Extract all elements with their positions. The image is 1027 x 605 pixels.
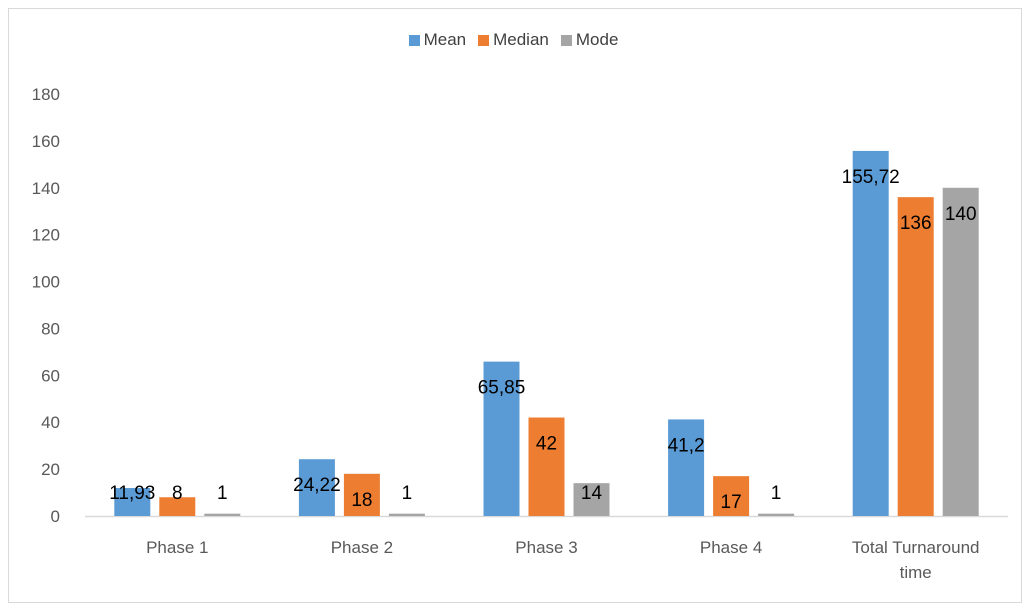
bar-mode bbox=[388, 513, 425, 516]
data-label: 155,72 bbox=[842, 167, 900, 188]
data-label: 140 bbox=[945, 204, 977, 225]
bar-mode bbox=[758, 513, 795, 516]
x-tick-label: Phase 1 bbox=[146, 538, 208, 557]
legend-item-mean: Mean bbox=[408, 30, 467, 50]
data-label: 17 bbox=[721, 492, 742, 513]
y-tick-label: 180 bbox=[32, 85, 60, 104]
data-label: 11,93 bbox=[109, 483, 155, 504]
y-tick-label: 140 bbox=[32, 179, 60, 198]
bar-mean bbox=[114, 488, 151, 516]
data-label: 8 bbox=[172, 483, 183, 504]
data-label: 1 bbox=[217, 483, 228, 504]
data-label: 18 bbox=[351, 490, 372, 511]
y-tick-label: 40 bbox=[41, 413, 60, 432]
bar-median bbox=[343, 473, 380, 516]
data-label: 14 bbox=[581, 483, 603, 504]
y-tick-label: 60 bbox=[41, 366, 60, 385]
bar-mode bbox=[942, 187, 979, 516]
bar-median bbox=[713, 476, 750, 516]
y-tick-label: 120 bbox=[32, 226, 60, 245]
bar-mean bbox=[483, 361, 520, 516]
data-label: 42 bbox=[536, 434, 557, 455]
legend-label-mean: Mean bbox=[423, 30, 467, 49]
x-tick-label: time bbox=[900, 563, 932, 582]
data-label: 41,2 bbox=[668, 435, 705, 456]
y-tick-label: 20 bbox=[41, 460, 60, 479]
x-tick-label: Phase 2 bbox=[331, 538, 393, 557]
bar-mean bbox=[298, 459, 335, 516]
legend-item-mode: Mode bbox=[560, 30, 619, 50]
legend-swatch-mean bbox=[408, 34, 420, 46]
legend-swatch-mode bbox=[560, 34, 572, 46]
legend-label-median: Median bbox=[493, 30, 549, 49]
bar-mean bbox=[668, 419, 705, 516]
data-label: 1 bbox=[771, 483, 782, 504]
bar-median bbox=[528, 417, 565, 516]
data-label: 1 bbox=[402, 483, 413, 504]
y-tick-label: 100 bbox=[32, 273, 60, 292]
legend-item-median: Median bbox=[478, 30, 549, 50]
legend-swatch-median bbox=[478, 34, 490, 46]
y-tick-label: 80 bbox=[41, 319, 60, 338]
y-tick-label: 160 bbox=[32, 132, 60, 151]
data-label: 136 bbox=[900, 213, 932, 234]
legend-label-mode: Mode bbox=[575, 30, 619, 49]
data-label: 65,85 bbox=[478, 378, 526, 399]
data-label: 24,22 bbox=[293, 475, 341, 496]
bar-mean bbox=[852, 150, 889, 517]
x-tick-label: Phase 3 bbox=[515, 538, 577, 557]
y-tick-label: 0 bbox=[51, 507, 60, 526]
bar-mode bbox=[573, 483, 610, 516]
chart-legend: Mean Median Mode bbox=[0, 30, 1027, 50]
x-tick-label: Phase 4 bbox=[700, 538, 762, 557]
x-tick-label: Total Turnaround bbox=[852, 538, 980, 557]
bar-median bbox=[897, 197, 934, 516]
bar-median bbox=[159, 497, 196, 516]
bar-mode bbox=[204, 513, 241, 516]
